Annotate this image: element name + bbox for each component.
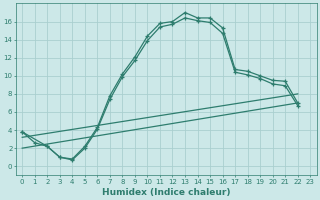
X-axis label: Humidex (Indice chaleur): Humidex (Indice chaleur) <box>102 188 230 197</box>
